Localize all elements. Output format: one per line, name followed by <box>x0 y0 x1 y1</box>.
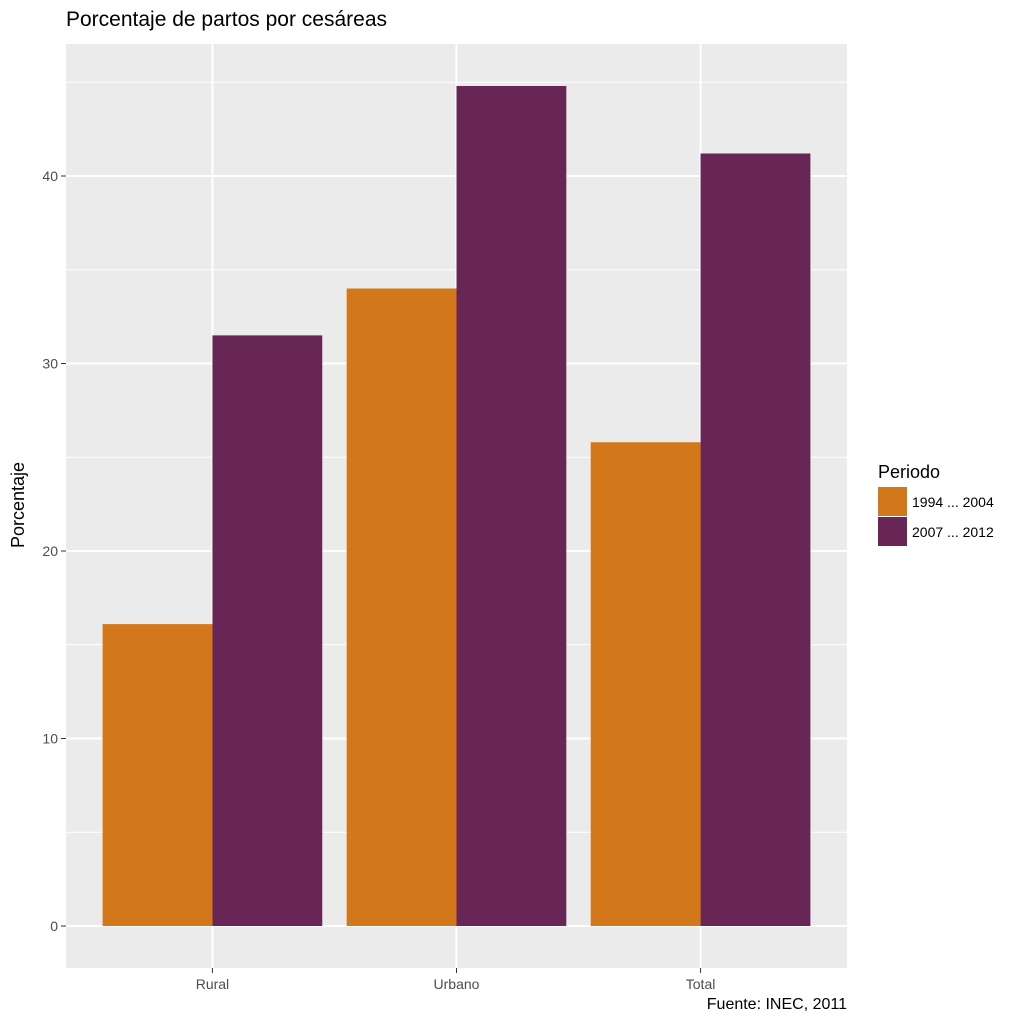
chart-caption: Fuente: INEC, 2011 <box>707 996 847 1013</box>
x-tick-label-urbano: Urbano <box>434 976 480 992</box>
x-tick-label-total: Total <box>686 976 716 992</box>
legend-label-series-1: 1994 ... 2004 <box>912 494 994 510</box>
legend-key-series-2 <box>878 517 907 546</box>
legend: Periodo 1994 ... 2004 2007 ... 2012 <box>878 462 994 546</box>
y-axis-title: Porcentaje <box>8 462 28 548</box>
chart-title: Porcentaje de partos por cesáreas <box>66 8 387 31</box>
legend-title: Periodo <box>878 462 940 482</box>
y-tick-label: 40 <box>42 168 58 184</box>
y-tick-label: 20 <box>42 543 58 559</box>
bar-rural-series-2 <box>212 335 323 926</box>
x-axis: Rural Urbano Total <box>196 968 716 992</box>
x-tick-label-rural: Rural <box>196 976 229 992</box>
bar-rural-series-1 <box>102 624 213 926</box>
bar-total-series-1 <box>590 442 701 926</box>
y-tick-label: 0 <box>50 918 58 934</box>
legend-label-series-2: 2007 ... 2012 <box>912 524 994 540</box>
bar-total-series-2 <box>700 153 811 926</box>
y-tick-label: 30 <box>42 356 58 372</box>
legend-items: 1994 ... 2004 2007 ... 2012 <box>878 487 994 546</box>
bar-urbano-series-2 <box>456 86 567 926</box>
legend-key-series-1 <box>878 487 907 516</box>
bar-urbano-series-1 <box>346 288 457 926</box>
bars <box>102 86 811 926</box>
y-axis: 0 10 20 30 40 <box>42 168 66 934</box>
y-tick-label: 10 <box>42 731 58 747</box>
